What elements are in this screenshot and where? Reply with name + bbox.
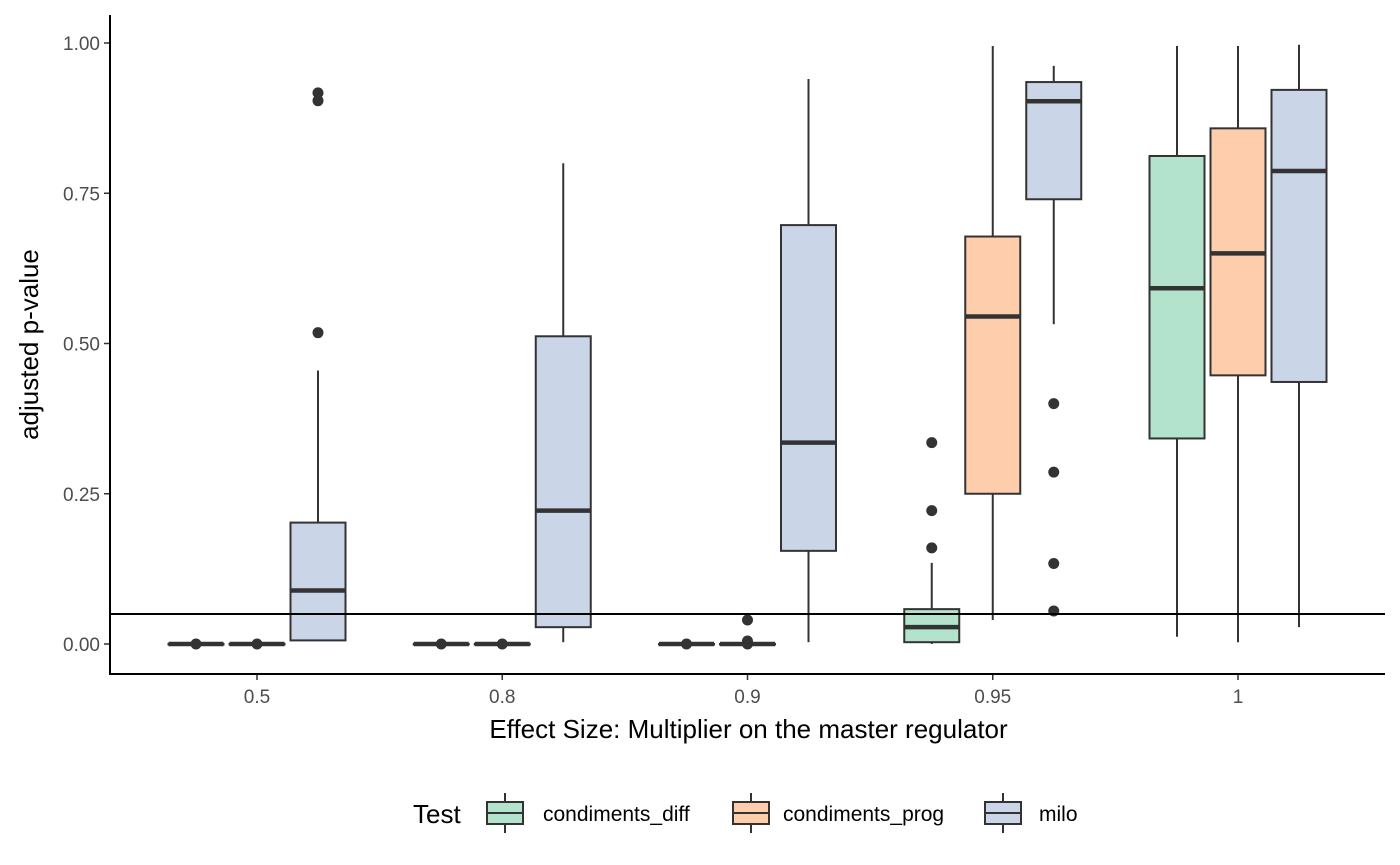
outlier-point xyxy=(435,638,447,650)
outlier-point xyxy=(1048,466,1060,478)
outlier-point xyxy=(312,327,324,339)
outlier-point xyxy=(312,87,324,99)
box-condiments_prog-0.9 xyxy=(719,614,776,650)
outlier-point xyxy=(742,635,753,647)
legend-title: Test xyxy=(413,799,461,829)
x-axis-ticks: 0.5 0.8 0.9 0.95 1 xyxy=(244,674,1244,708)
outlier-point xyxy=(312,95,324,107)
y-tick-label: 0.50 xyxy=(63,335,100,356)
box-condiments_prog-0.95 xyxy=(964,46,1022,620)
box-condiments_prog-0.8 xyxy=(473,638,531,650)
box-body xyxy=(289,521,347,642)
legend-label: condiments_prog xyxy=(783,803,944,826)
y-tick-label: 0.75 xyxy=(63,184,100,205)
outlier-point xyxy=(681,638,692,650)
outlier-point xyxy=(742,614,753,626)
legend-item-condiments_prog: condiments_prog xyxy=(732,793,944,833)
box-body xyxy=(964,235,1022,495)
y-axis-ticks: 0.00 0.25 0.50 0.75 1.00 xyxy=(63,34,110,656)
legend-items: condiments_diff condiments_prog milo xyxy=(486,793,1078,833)
box-condiments_diff-0.8 xyxy=(412,638,470,650)
box-body xyxy=(780,224,837,552)
box-condiments_prog-1 xyxy=(1209,46,1267,643)
y-tick-label: 1.00 xyxy=(63,34,100,55)
legend-item-condiments_diff: condiments_diff xyxy=(486,793,690,833)
y-tick-label: 0.00 xyxy=(63,635,100,656)
outlier-point xyxy=(926,542,938,554)
box-condiments_diff-1 xyxy=(1148,46,1206,637)
box-body xyxy=(1148,154,1206,440)
outlier-point xyxy=(190,638,202,650)
box-milo-0.9 xyxy=(780,79,837,643)
y-tick-label: 0.25 xyxy=(63,485,100,506)
x-tick-label: 0.8 xyxy=(489,687,515,708)
outlier-point xyxy=(1048,557,1060,569)
x-tick-label: 1 xyxy=(1233,687,1244,708)
box-milo-0.95 xyxy=(1025,65,1083,617)
x-tick-label: 0.5 xyxy=(244,687,270,708)
x-tick-label: 0.9 xyxy=(734,687,760,708)
legend-label: milo xyxy=(1039,803,1078,826)
outlier-point xyxy=(926,505,938,517)
box-series xyxy=(167,44,1328,650)
legend-label: condiments_diff xyxy=(543,803,690,826)
box-milo-0.8 xyxy=(534,163,592,643)
box-condiments_diff-0.5 xyxy=(167,638,225,650)
outlier-point xyxy=(251,638,263,650)
box-body xyxy=(534,335,592,629)
box-condiments_diff-0.9 xyxy=(658,638,715,650)
x-tick-label: 0.95 xyxy=(974,687,1011,708)
box-body xyxy=(1270,88,1328,383)
outlier-point xyxy=(496,638,508,650)
box-milo-0.5 xyxy=(289,87,347,642)
x-axis-title: Effect Size: Multiplier on the master re… xyxy=(489,714,1008,744)
outlier-point xyxy=(926,437,938,449)
y-axis-title: adjusted p-value xyxy=(14,249,44,440)
box-milo-1 xyxy=(1270,44,1328,628)
legend-item-milo: milo xyxy=(984,793,1078,833)
outlier-point xyxy=(1048,398,1060,410)
box-condiments_prog-0.5 xyxy=(228,638,286,650)
legend: Test condiments_diff condiments_prog milo xyxy=(413,793,1078,833)
